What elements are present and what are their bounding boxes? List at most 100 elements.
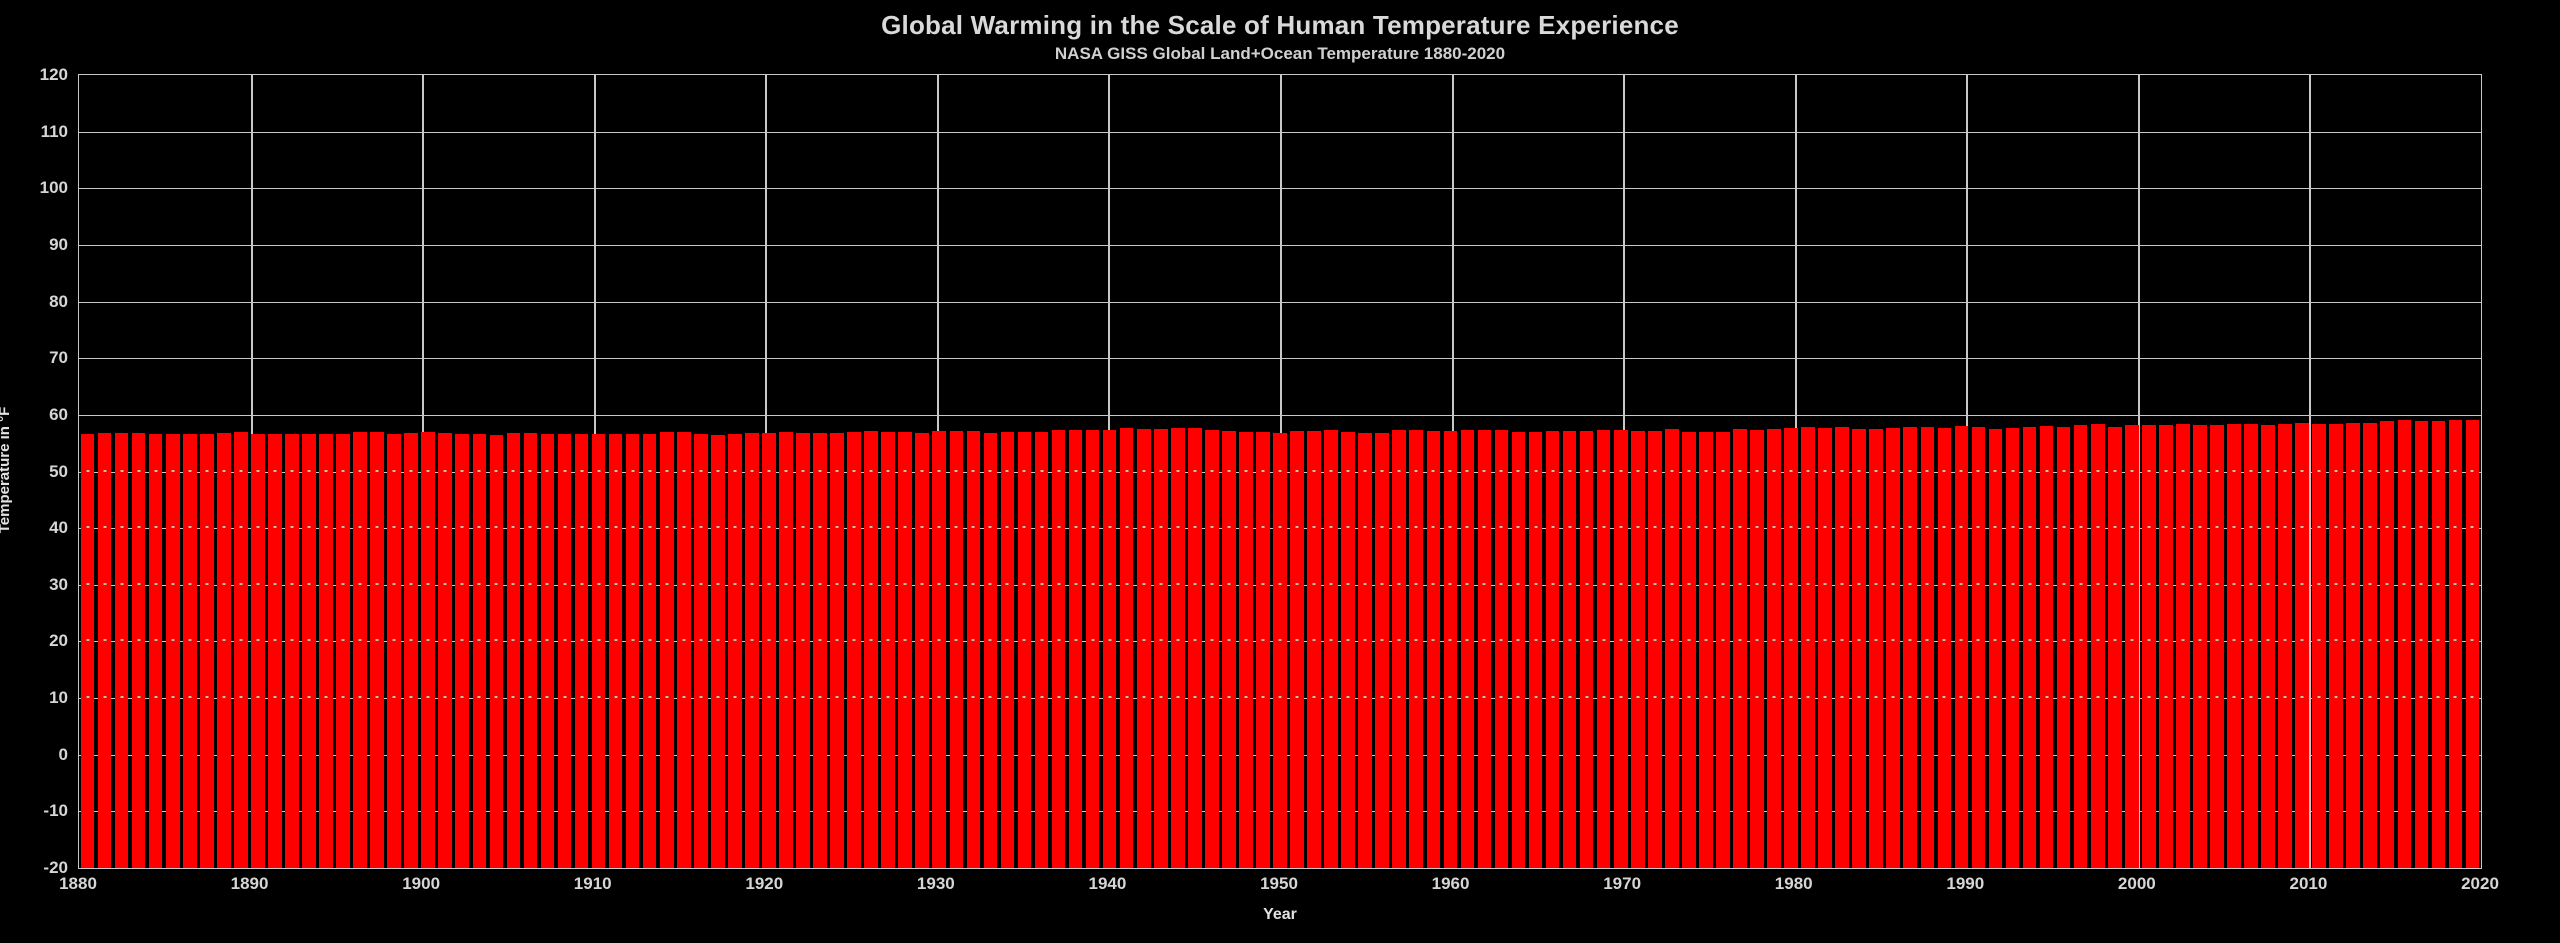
bar-gridline-marker	[2470, 639, 2474, 642]
bar-gridline-marker	[1210, 639, 1214, 642]
bar-gridline-marker	[1789, 696, 1793, 699]
bar-gridline-marker	[2028, 526, 2032, 529]
bar-gridline-marker	[1040, 526, 1043, 529]
bar-gridline-marker	[937, 526, 941, 529]
bar-gridline-marker	[920, 639, 924, 642]
bar-gridline-marker	[2436, 582, 2440, 585]
bar-gridline-marker	[1772, 639, 1776, 642]
y-tick-label: 90	[49, 234, 68, 254]
bar-gridline-marker	[784, 469, 788, 472]
bar-gridline-marker	[1687, 696, 1691, 699]
bar-gridline-marker	[1346, 582, 1350, 585]
x-tick-label: 1880	[59, 874, 97, 893]
bar-gridline-marker	[1431, 469, 1435, 472]
bar-gridline-marker	[460, 526, 464, 529]
bar-gridline-marker	[2147, 582, 2151, 585]
bar-gridline-marker	[1687, 639, 1691, 642]
bar	[2329, 423, 2343, 868]
bar-gridline-marker	[1091, 696, 1095, 699]
bar	[1647, 430, 1662, 868]
bar-gridline-marker	[460, 582, 464, 585]
bar-gridline-marker	[597, 639, 601, 642]
bar-gridline-marker	[188, 639, 192, 642]
bar-gridline-marker	[222, 639, 226, 642]
bar-gridline-marker	[1568, 696, 1572, 699]
bar-gridline-marker	[205, 469, 209, 472]
bar-gridline-marker	[1908, 582, 1912, 585]
bar	[779, 432, 793, 868]
bar-gridline-marker	[1227, 582, 1231, 585]
bar-gridline-marker	[1431, 582, 1435, 585]
bar-gridline-marker	[137, 639, 141, 642]
bar-gridline-marker	[1465, 469, 1469, 472]
bar-gridline-marker	[699, 469, 703, 472]
bar-gridline-marker	[2011, 639, 2015, 642]
bar-gridline-marker	[2470, 469, 2474, 472]
bar-gridline-marker	[1619, 582, 1623, 585]
chart-subtitle: NASA GISS Global Land+Ocean Temperature …	[1054, 44, 1506, 63]
bar-gridline-marker	[1653, 582, 1657, 585]
bar-gridline-marker	[784, 526, 788, 529]
bar-gridline-marker	[665, 696, 669, 699]
bar-gridline-marker	[222, 696, 226, 699]
bar-gridline-marker	[2317, 582, 2321, 585]
bar-gridline-marker	[1329, 469, 1333, 472]
bar-gridline-marker	[1755, 696, 1759, 699]
bar-gridline-marker	[494, 696, 498, 699]
bar-gridline-marker	[120, 696, 124, 699]
bar-gridline-marker	[1551, 469, 1555, 472]
bar	[1034, 432, 1049, 868]
bar	[642, 433, 657, 868]
bar-gridline-marker	[1499, 526, 1503, 529]
bar-gridline-marker	[1108, 639, 1112, 642]
bar	[847, 432, 861, 868]
bar-gridline-marker	[716, 582, 720, 585]
bar	[1153, 429, 1168, 868]
bar	[2090, 424, 2105, 868]
bar	[1971, 426, 1986, 868]
bar-gridline-marker	[1244, 696, 1248, 699]
bar-gridline-marker	[920, 696, 924, 699]
bar-gridline-marker	[1210, 469, 1214, 472]
bar	[881, 432, 895, 868]
bar	[148, 434, 163, 868]
bar-gridline-marker	[1465, 696, 1469, 699]
bar-gridline-marker	[273, 639, 277, 642]
bar-gridline-marker	[1653, 526, 1657, 529]
bar-gridline-marker	[954, 696, 958, 699]
bar-gridline-marker	[1159, 582, 1163, 585]
bar-gridline-marker	[1227, 639, 1231, 642]
bar-gridline-marker	[1687, 526, 1691, 529]
bar	[1750, 429, 1764, 868]
bar-gridline-marker	[597, 696, 601, 699]
bar-gridline-marker	[86, 582, 90, 585]
bar	[1699, 431, 1713, 868]
y-tick-label: -10	[43, 801, 68, 821]
bar-gridline-marker	[903, 696, 907, 699]
bar-gridline-marker	[1806, 582, 1810, 585]
bar-gridline-marker	[1176, 526, 1180, 529]
bar	[2465, 420, 2480, 868]
bar-gridline-marker	[750, 639, 754, 642]
bar-gridline-marker	[1772, 469, 1776, 472]
bar-gridline-marker	[1312, 526, 1316, 529]
bar	[2210, 424, 2224, 868]
bar-gridline-marker	[1857, 696, 1861, 699]
bar-gridline-marker	[1755, 526, 1759, 529]
bar-gridline-marker	[2436, 526, 2440, 529]
bar-gridline-marker	[1942, 469, 1946, 472]
bar	[711, 434, 725, 868]
bar	[1341, 431, 1355, 868]
bar-gridline-marker	[1346, 639, 1350, 642]
bar-gridline-marker	[341, 526, 345, 529]
bar-gridline-marker	[2470, 582, 2474, 585]
bar-gridline-marker	[1022, 639, 1026, 642]
bar-gridline-marker	[852, 526, 856, 529]
x-tick-label: 1890	[230, 874, 269, 893]
bar-gridline-marker	[1482, 469, 1486, 472]
bar	[1920, 427, 1935, 868]
bar-gridline-marker	[188, 469, 192, 472]
bar-gridline-marker	[2113, 582, 2117, 585]
bar-gridline-marker	[1261, 696, 1265, 699]
bar-series	[79, 75, 2481, 868]
